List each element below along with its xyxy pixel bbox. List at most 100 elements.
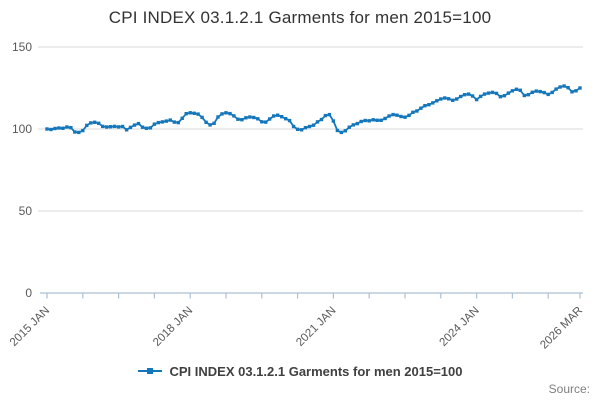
data-point-marker: [272, 114, 276, 118]
data-point-marker: [331, 119, 336, 123]
data-point-marker: [423, 104, 427, 108]
data-point-marker: [502, 94, 507, 98]
x-axis-tick-label: 2015 JAN: [8, 305, 52, 349]
data-point-marker: [327, 112, 332, 117]
data-point-marker: [431, 101, 435, 105]
data-point-marker: [470, 94, 475, 98]
y-axis-tick-label: 100: [12, 122, 32, 136]
data-point-marker: [415, 109, 419, 113]
y-axis-tick-label: 0: [25, 286, 32, 300]
data-point-marker: [419, 106, 423, 110]
data-point-marker: [407, 113, 411, 118]
data-point-marker: [85, 123, 89, 128]
data-point-marker: [69, 126, 73, 130]
data-point-marker: [176, 120, 180, 125]
data-point-marker: [212, 121, 216, 125]
data-point-marker: [359, 119, 363, 124]
data-point-marker: [61, 126, 65, 130]
data-point-marker: [371, 118, 375, 122]
data-point-marker: [240, 118, 244, 122]
data-point-marker: [518, 88, 522, 92]
data-point-marker: [164, 119, 168, 123]
data-point-marker: [455, 97, 459, 101]
data-point-marker: [526, 93, 530, 97]
data-point-marker: [81, 128, 85, 133]
data-point-marker: [216, 115, 220, 119]
data-point-marker: [172, 120, 176, 124]
data-point-marker: [323, 113, 328, 118]
data-point-marker: [57, 126, 61, 130]
chart-title: CPI INDEX 03.1.2.1 Garments for men 2015…: [108, 8, 492, 27]
data-point-marker: [462, 93, 467, 97]
data-point-marker: [490, 90, 495, 95]
data-point-marker: [339, 130, 343, 135]
data-point-marker: [411, 110, 415, 114]
data-point-marker: [574, 89, 578, 93]
x-axis-tick-label: 2026 MAR: [538, 305, 585, 352]
data-point-marker: [351, 123, 355, 127]
data-point-marker: [538, 89, 542, 94]
data-point-marker: [156, 120, 161, 125]
data-point-marker: [140, 125, 145, 129]
x-axis-tick-label: 2018 JAN: [151, 305, 195, 349]
data-point-marker: [112, 124, 117, 129]
data-point-marker: [363, 118, 367, 123]
data-point-marker: [53, 126, 57, 131]
data-point-marker: [387, 114, 391, 118]
data-point-marker: [208, 123, 212, 127]
data-point-marker: [236, 117, 240, 121]
data-point-marker: [132, 123, 137, 127]
data-point-marker: [280, 115, 284, 119]
data-point-marker: [459, 94, 463, 99]
data-point-marker: [188, 111, 192, 115]
data-point-marker: [494, 91, 499, 96]
data-point-marker: [435, 99, 439, 103]
data-point-marker: [73, 130, 77, 134]
data-point-marker: [427, 103, 431, 107]
data-point-marker: [395, 113, 399, 117]
data-point-marker: [375, 118, 379, 122]
data-point-marker: [268, 117, 272, 121]
y-axis-tick-label: 50: [19, 204, 33, 218]
data-point-marker: [232, 114, 236, 118]
data-point-marker: [578, 86, 582, 90]
data-point-marker: [136, 121, 141, 126]
data-point-marker: [291, 124, 296, 129]
data-point-marker: [451, 98, 455, 102]
data-point-marker: [220, 112, 224, 116]
plot-area: 0 50 100 150 2015 JAN 2018 JAN 2021 JAN 2024 JA…: [8, 40, 585, 352]
data-point-marker: [466, 92, 471, 96]
data-point-marker: [343, 129, 347, 133]
data-point-marker: [192, 111, 196, 115]
data-point-marker: [379, 118, 383, 122]
data-point-marker: [116, 125, 121, 129]
data-point-marker: [542, 90, 546, 95]
data-point-marker: [180, 116, 184, 120]
data-point-marker: [482, 92, 487, 96]
data-point-marker: [319, 117, 324, 122]
data-point-marker: [570, 90, 574, 94]
data-point-marker: [303, 126, 308, 130]
legend: CPI INDEX 03.1.2.1 Garments for men 2015…: [0, 361, 600, 381]
data-point-marker: [200, 115, 204, 120]
data-point-marker: [196, 112, 200, 116]
data-point-marker: [45, 127, 49, 131]
data-point-marker: [443, 96, 447, 100]
data-point-marker: [355, 121, 359, 126]
data-point-marker: [486, 91, 491, 95]
data-point-marker: [276, 113, 280, 117]
data-point-marker: [228, 111, 232, 116]
data-point-marker: [97, 121, 101, 125]
data-point-marker: [108, 125, 113, 129]
data-point-marker: [478, 94, 483, 99]
data-point-marker: [439, 97, 443, 101]
data-point-marker: [93, 120, 97, 124]
data-point-marker: [105, 125, 109, 129]
data-point-marker: [152, 122, 157, 126]
data-point-marker: [144, 126, 149, 130]
data-point-marker: [311, 123, 316, 127]
data-point-marker: [204, 120, 208, 124]
data-point-marker: [474, 97, 479, 102]
y-axis-tick-label: 150: [12, 40, 32, 54]
x-axis-tick-label: 2024 JAN: [437, 305, 481, 349]
